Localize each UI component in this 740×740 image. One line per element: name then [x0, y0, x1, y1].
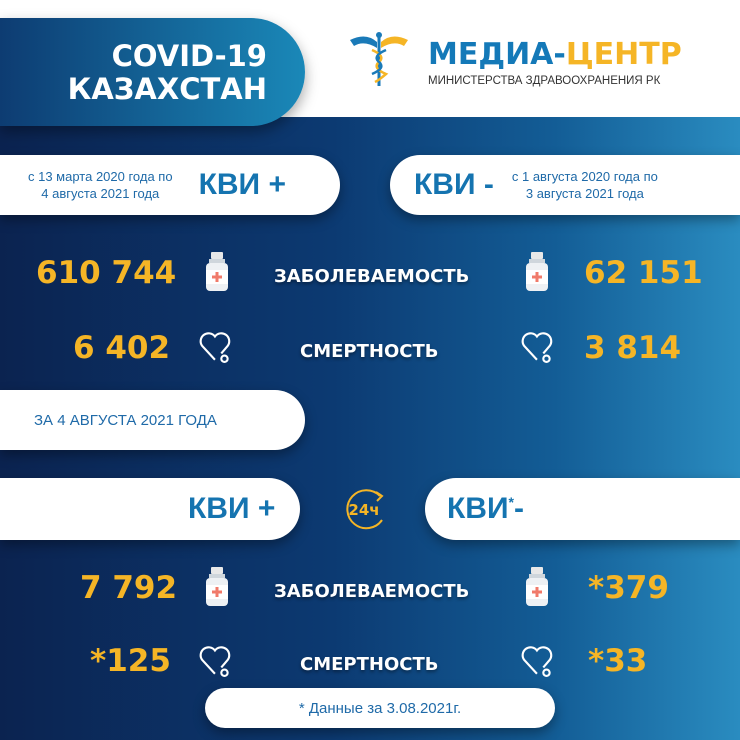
- total-positive-cases: 610 744: [36, 255, 177, 291]
- period-negative: с 1 августа 2020 года по 3 августа 2021 г…: [511, 169, 658, 201]
- kvi-positive-label: КВИ +: [198, 168, 286, 201]
- svg-text:24ч: 24ч: [348, 501, 379, 519]
- total-negative-cases: 62 151: [584, 255, 703, 291]
- title-line1: COVID-19: [111, 39, 267, 73]
- total-negative-deaths: 3 814: [584, 330, 682, 366]
- footnote: * Данные за 3.08.2021г.: [298, 699, 462, 717]
- bottle-icon: [204, 252, 230, 292]
- caduceus-logo-icon: [350, 32, 408, 86]
- title-line2: КАЗАХСТАН: [67, 72, 267, 106]
- daily-incidence-label: ЗАБОЛЕВАЕМОСТЬ: [274, 581, 470, 602]
- daily-positive-cases: 7 792: [80, 570, 178, 606]
- daily-kvi-positive: КВИ +: [188, 492, 276, 525]
- logo-subtitle: МИНИСТЕРСТВА ЗДРАВООХРАНЕНИЯ РК: [428, 75, 661, 87]
- date-pill: ЗА 4 АВГУСТА 2021 ГОДА: [0, 390, 305, 450]
- bottle-icon: [204, 567, 230, 607]
- bottle-icon: [524, 567, 550, 607]
- daily-negative-pill: КВИ*-: [425, 478, 740, 540]
- daily-negative-cases: *379: [588, 570, 669, 606]
- daily-negative-deaths: *33: [588, 643, 648, 679]
- 24-hours-icon: 24ч: [346, 489, 384, 530]
- mortality-label: СМЕРТНОСТЬ: [300, 341, 439, 362]
- bottle-icon: [524, 252, 550, 292]
- daily-kvi-negative: КВИ*-: [447, 492, 524, 525]
- kvi-negative-label: КВИ -: [414, 168, 494, 201]
- daily-positive-pill: КВИ +: [0, 478, 300, 540]
- footnote-pill: * Данные за 3.08.2021г.: [205, 688, 555, 728]
- heart-icon: [199, 646, 231, 677]
- date-label: ЗА 4 АВГУСТА 2021 ГОДА: [34, 411, 217, 429]
- total-positive-pill: с 13 марта 2020 года по 4 августа 2021 го…: [0, 155, 340, 215]
- logo-title: МЕДИА-ЦЕНТР: [428, 37, 682, 72]
- total-positive-deaths: 6 402: [73, 330, 171, 366]
- period-positive: с 13 марта 2020 года по 4 августа 2021 го…: [28, 169, 173, 201]
- incidence-label: ЗАБОЛЕВАЕМОСТЬ: [274, 266, 470, 287]
- daily-positive-deaths: *125: [90, 643, 171, 679]
- title-banner: COVID-19 КАЗАХСТАН: [0, 18, 305, 126]
- heart-icon: [521, 332, 553, 363]
- heart-icon: [199, 332, 231, 363]
- daily-mortality-label: СМЕРТНОСТЬ: [300, 654, 439, 675]
- total-negative-pill: КВИ - с 1 августа 2020 года по 3 августа …: [390, 155, 740, 215]
- heart-icon: [521, 646, 553, 677]
